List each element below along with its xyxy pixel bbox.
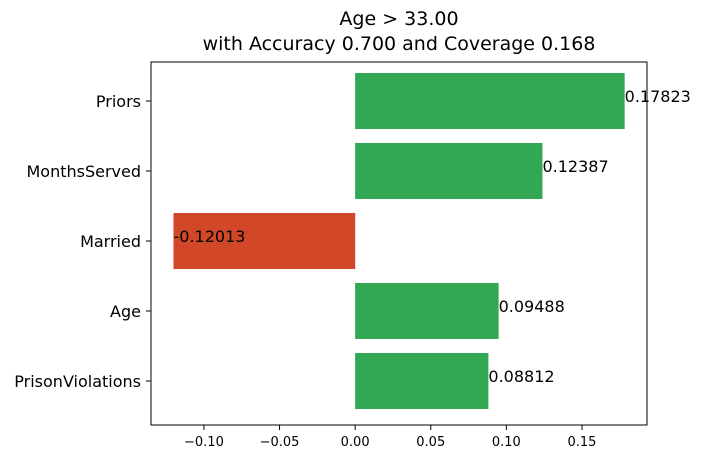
data-label-monthsserved: 0.12387 (542, 157, 608, 176)
data-label-priors: 0.17823 (625, 87, 691, 106)
data-label-prisonviolations: 0.08812 (488, 367, 554, 386)
data-label-married: -0.12013 (173, 227, 245, 246)
x-tick-label: −0.05 (260, 435, 300, 450)
x-axis: −0.10 −0.05 0.00 0.05 0.10 0.15 (184, 425, 596, 450)
x-tick-label: 0.15 (567, 435, 596, 450)
bar-married (173, 213, 356, 269)
bars-group (173, 73, 625, 409)
y-axis-labels: Priors MonthsServed Married Age PrisonViolat… (14, 92, 151, 391)
y-label-age: Age (110, 302, 141, 321)
data-label-age: 0.09488 (499, 297, 565, 316)
y-label-married: Married (80, 232, 141, 251)
y-label-monthsserved: MonthsServed (26, 162, 141, 181)
y-label-priors: Priors (96, 92, 141, 111)
bar-prisonviolations (355, 353, 489, 409)
bar-age (355, 283, 499, 339)
chart-title-line-2: with Accuracy 0.700 and Coverage 0.168 (203, 33, 596, 55)
data-labels: 0.17823 0.12387 -0.12013 0.09488 0.08812 (173, 87, 690, 386)
bar-monthsserved (355, 143, 543, 199)
x-tick-label: 0.00 (341, 435, 370, 450)
bar-priors (355, 73, 625, 129)
x-tick-label: 0.05 (416, 435, 445, 450)
chart-title-line-1: Age > 33.00 (339, 8, 458, 30)
plot-frame (150, 61, 648, 426)
y-label-prisonviolations: PrisonViolations (14, 372, 141, 391)
x-tick-label: 0.10 (492, 435, 521, 450)
x-tick-label: −0.10 (184, 435, 224, 450)
